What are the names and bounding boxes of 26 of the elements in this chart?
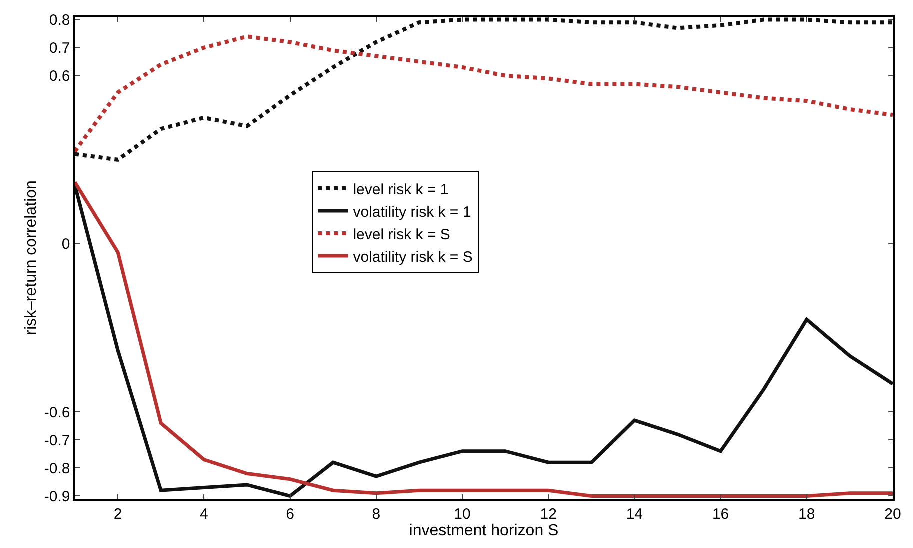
x-tick-label: 12 (540, 506, 557, 523)
x-tick-label: 16 (712, 506, 730, 523)
line-series (75, 34, 893, 154)
legend-label: volatility risk k = 1 (353, 204, 472, 221)
y-tick-label: 0.7 (49, 40, 70, 58)
y-tick-label: -0.7 (44, 432, 70, 450)
y-tick-label: -0.9 (44, 488, 70, 506)
x-tick-label: 2 (114, 506, 122, 523)
y-tick-label: 0.8 (49, 12, 70, 30)
legend-label: level risk k = 1 (353, 181, 449, 198)
legend-label: level risk k = S (353, 226, 450, 244)
x-tick-label: 18 (798, 506, 816, 523)
x-tick-label: 4 (200, 506, 208, 523)
y-axis-title: risk–return correlation (22, 180, 40, 336)
x-tick-label: 8 (372, 506, 381, 523)
y-tick-label: 0.6 (49, 68, 70, 86)
legend-label: volatility risk k = S (353, 248, 473, 266)
x-tick-label: 20 (884, 506, 902, 523)
y-tick-label: -0.6 (44, 404, 70, 422)
x-tick-label: 6 (286, 506, 294, 523)
y-tick-label: 0 (62, 236, 70, 254)
x-axis-title: investment horizon S (409, 522, 559, 540)
x-tick-label: 10 (454, 506, 471, 523)
x-tick-label: 14 (626, 506, 644, 523)
y-tick-label: -0.8 (44, 460, 70, 478)
line-series (75, 18, 893, 162)
